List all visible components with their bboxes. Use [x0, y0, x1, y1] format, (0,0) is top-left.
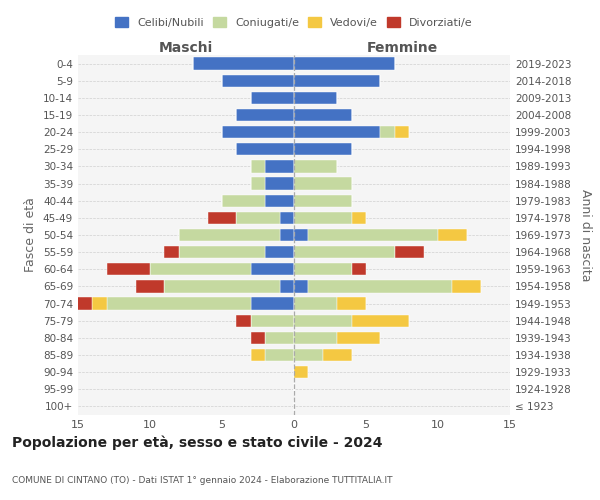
- Bar: [294, 92, 337, 104]
- Bar: [164, 280, 280, 292]
- Bar: [294, 74, 380, 87]
- Bar: [337, 298, 366, 310]
- Bar: [107, 263, 150, 276]
- Bar: [337, 332, 380, 344]
- Bar: [265, 246, 294, 258]
- Bar: [251, 178, 265, 190]
- Bar: [236, 143, 294, 156]
- Bar: [438, 229, 467, 241]
- Bar: [251, 298, 294, 310]
- Bar: [251, 314, 294, 327]
- Bar: [395, 246, 424, 258]
- Bar: [251, 92, 294, 104]
- Text: Maschi: Maschi: [159, 41, 213, 55]
- Bar: [251, 332, 265, 344]
- Bar: [208, 212, 236, 224]
- Bar: [294, 126, 380, 138]
- Bar: [179, 229, 280, 241]
- Bar: [352, 212, 366, 224]
- Bar: [294, 143, 352, 156]
- Bar: [308, 280, 452, 292]
- Bar: [308, 229, 438, 241]
- Bar: [265, 178, 294, 190]
- Bar: [323, 349, 352, 361]
- Bar: [294, 58, 395, 70]
- Bar: [294, 263, 352, 276]
- Bar: [294, 229, 308, 241]
- Bar: [107, 298, 251, 310]
- Bar: [64, 298, 92, 310]
- Bar: [294, 298, 337, 310]
- Bar: [294, 194, 352, 207]
- Text: Popolazione per età, sesso e stato civile - 2024: Popolazione per età, sesso e stato civil…: [12, 436, 383, 450]
- Bar: [251, 263, 294, 276]
- Text: Femmine: Femmine: [367, 41, 437, 55]
- Y-axis label: Fasce di età: Fasce di età: [25, 198, 37, 272]
- Legend: Celibi/Nubili, Coniugati/e, Vedovi/e, Divorziati/e: Celibi/Nubili, Coniugati/e, Vedovi/e, Di…: [112, 14, 476, 31]
- Bar: [265, 160, 294, 172]
- Bar: [352, 314, 409, 327]
- Bar: [294, 212, 352, 224]
- Bar: [280, 280, 294, 292]
- Bar: [193, 58, 294, 70]
- Bar: [294, 366, 308, 378]
- Bar: [280, 229, 294, 241]
- Bar: [294, 314, 352, 327]
- Bar: [280, 212, 294, 224]
- Bar: [352, 263, 366, 276]
- Bar: [294, 160, 337, 172]
- Bar: [222, 194, 265, 207]
- Bar: [265, 332, 294, 344]
- Bar: [395, 126, 409, 138]
- Bar: [179, 246, 265, 258]
- Bar: [265, 349, 294, 361]
- Bar: [265, 194, 294, 207]
- Bar: [251, 349, 265, 361]
- Text: COMUNE DI CINTANO (TO) - Dati ISTAT 1° gennaio 2024 - Elaborazione TUTTITALIA.IT: COMUNE DI CINTANO (TO) - Dati ISTAT 1° g…: [12, 476, 392, 485]
- Bar: [164, 246, 179, 258]
- Bar: [222, 74, 294, 87]
- Bar: [136, 280, 164, 292]
- Bar: [380, 126, 395, 138]
- Bar: [452, 280, 481, 292]
- Y-axis label: Anni di nascita: Anni di nascita: [580, 188, 592, 281]
- Bar: [150, 263, 251, 276]
- Bar: [294, 246, 395, 258]
- Bar: [294, 280, 308, 292]
- Bar: [294, 178, 352, 190]
- Bar: [251, 160, 265, 172]
- Bar: [294, 349, 323, 361]
- Bar: [236, 109, 294, 121]
- Bar: [236, 212, 280, 224]
- Bar: [236, 314, 251, 327]
- Bar: [294, 109, 352, 121]
- Bar: [222, 126, 294, 138]
- Bar: [92, 298, 107, 310]
- Bar: [294, 332, 337, 344]
